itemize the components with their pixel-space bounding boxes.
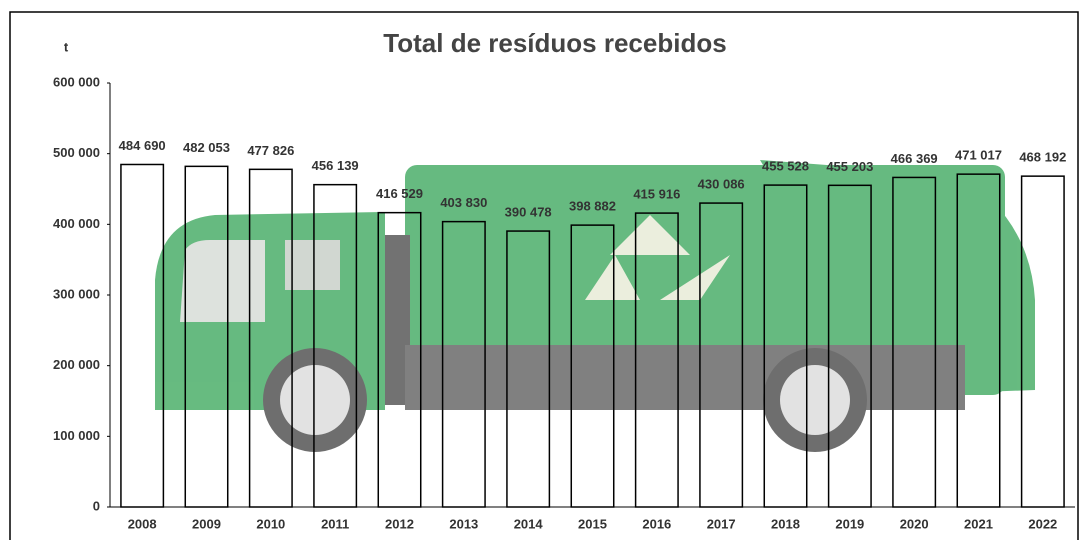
x-tick-label: 2021 [964, 516, 993, 531]
wheel-hub [280, 365, 350, 435]
value-label: 390 478 [505, 204, 552, 219]
value-label: 477 826 [247, 143, 294, 158]
x-tick-label: 2016 [642, 516, 671, 531]
x-tick-label: 2014 [514, 516, 544, 531]
bar [570, 224, 615, 508]
x-tick-label: 2015 [578, 516, 607, 531]
cab-window [285, 240, 340, 290]
x-tick-label: 2008 [128, 516, 157, 531]
recycle-symbol [585, 215, 730, 300]
bar [827, 184, 872, 508]
value-label: 484 690 [119, 138, 166, 153]
value-label: 455 528 [762, 159, 809, 174]
value-label: 415 916 [633, 187, 680, 202]
y-tick-label: 600 000 [53, 74, 100, 89]
value-label: 468 192 [1019, 150, 1066, 165]
value-label: 471 017 [955, 148, 1002, 163]
truck-chassis [405, 345, 965, 410]
truck-illustration [155, 160, 1035, 452]
value-label: 482 053 [183, 140, 230, 155]
bar [313, 183, 358, 508]
bar [184, 165, 229, 508]
y-tick-label: 100 000 [53, 428, 100, 443]
bar [441, 220, 486, 508]
bar [763, 184, 808, 508]
wheel-hub [780, 365, 850, 435]
value-label: 398 882 [569, 199, 616, 214]
x-tick-label: 2019 [835, 516, 864, 531]
bar [377, 211, 422, 508]
value-label: 430 086 [698, 177, 745, 192]
bar [892, 176, 937, 508]
chart-title: Total de resíduos recebidos [383, 28, 726, 58]
bar [120, 163, 165, 508]
y-tick-label: 400 000 [53, 216, 100, 231]
x-tick-label: 2009 [192, 516, 221, 531]
y-tick-label: 500 000 [53, 145, 100, 160]
y-axis-label: t [64, 39, 69, 54]
bar [956, 173, 1001, 508]
y-tick-label: 300 000 [53, 286, 100, 301]
bar [634, 212, 679, 508]
bar [699, 202, 744, 508]
bar [248, 168, 293, 508]
value-label: 466 369 [891, 151, 938, 166]
x-tick-label: 2020 [900, 516, 929, 531]
x-tick-label: 2018 [771, 516, 800, 531]
bar [1020, 175, 1065, 508]
y-tick-label: 0 [93, 498, 100, 513]
x-tick-label: 2022 [1028, 516, 1057, 531]
cab-window [180, 240, 265, 322]
value-label: 416 529 [376, 186, 423, 201]
value-label: 455 203 [826, 159, 873, 174]
x-tick-label: 2010 [256, 516, 285, 531]
bar [506, 230, 551, 508]
value-label: 456 139 [312, 158, 359, 173]
value-label: 403 830 [440, 195, 487, 210]
x-tick-label: 2012 [385, 516, 414, 531]
x-tick-label: 2011 [321, 516, 349, 531]
x-tick-label: 2013 [449, 516, 478, 531]
y-tick-label: 200 000 [53, 357, 100, 372]
x-tick-label: 2017 [707, 516, 736, 531]
